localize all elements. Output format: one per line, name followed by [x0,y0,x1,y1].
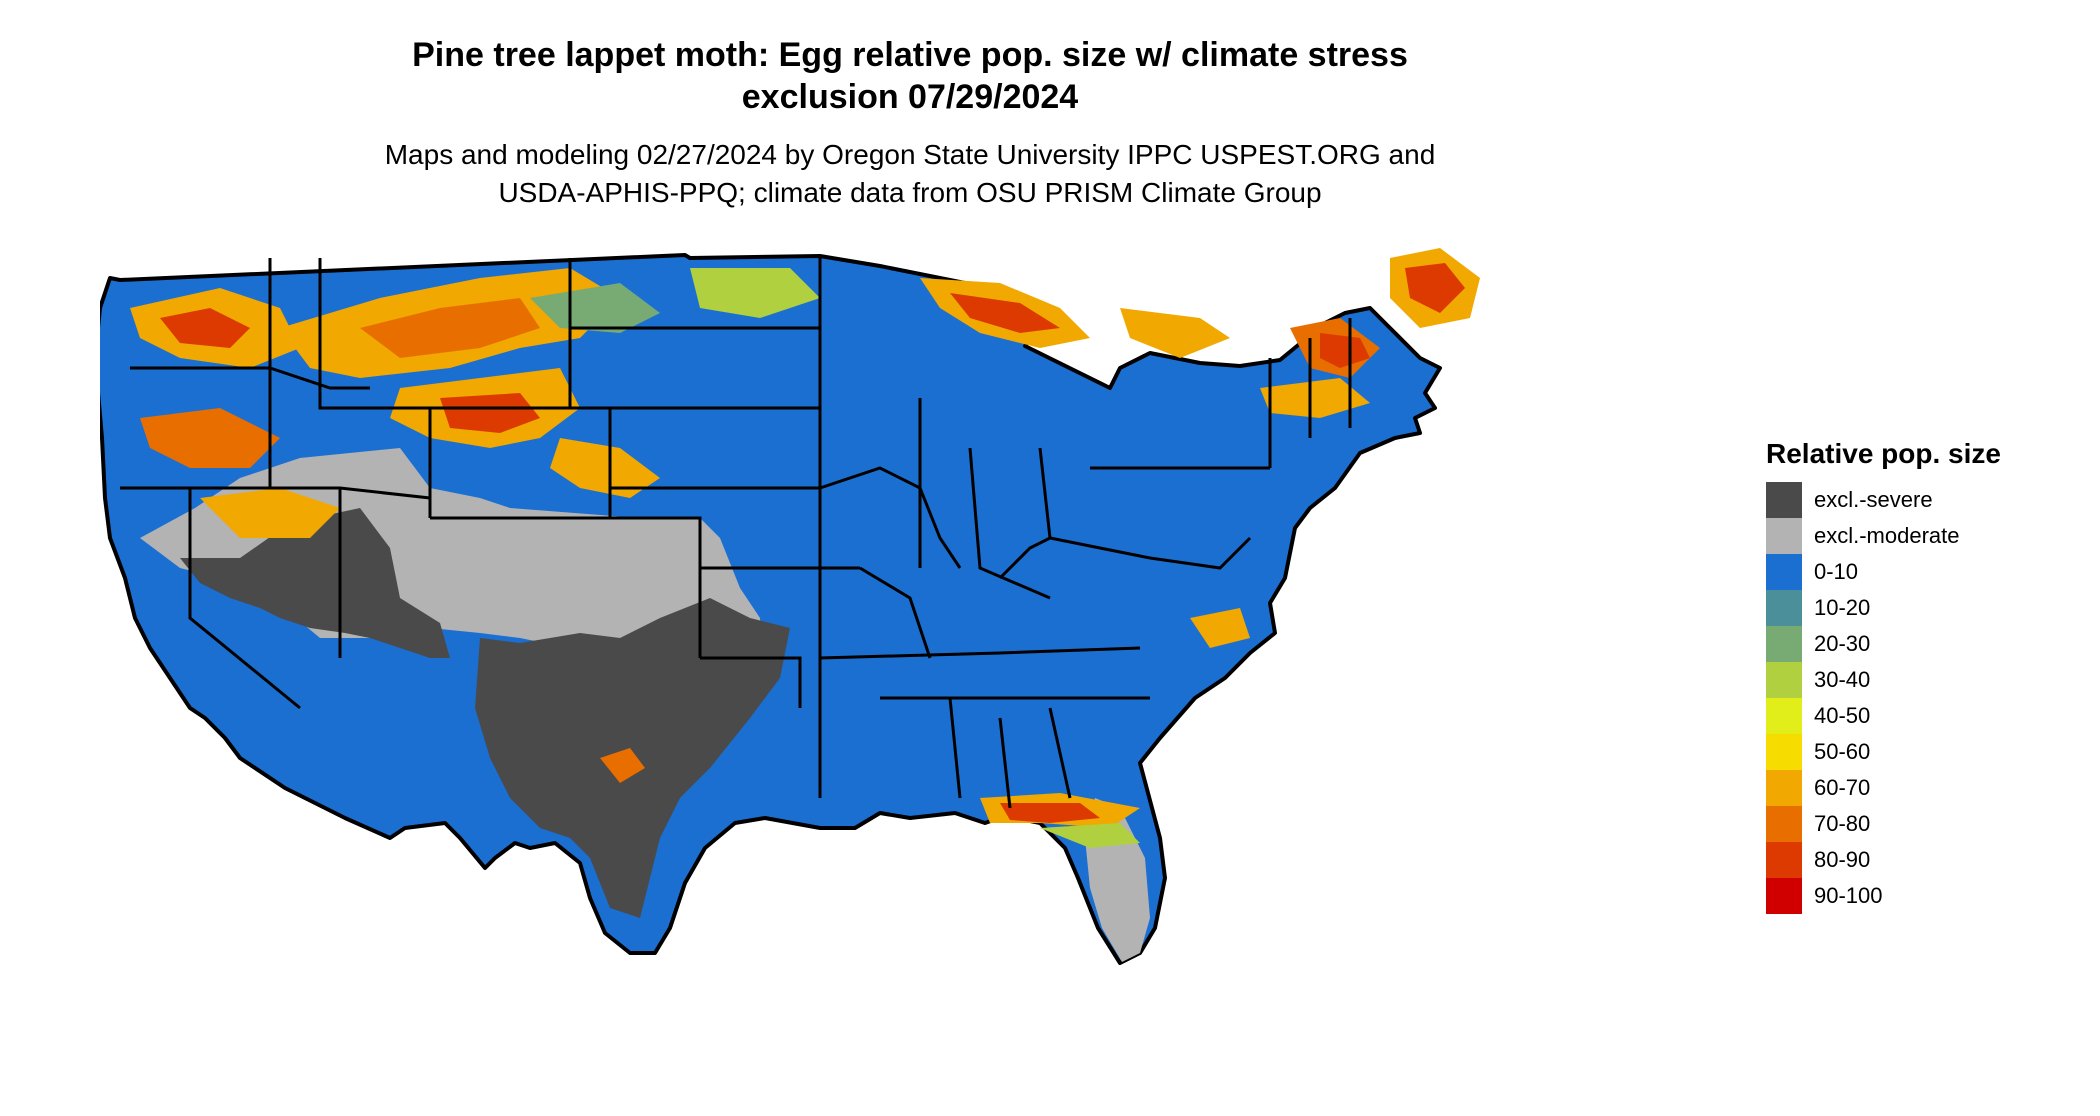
legend-swatch [1766,842,1802,878]
legend-swatch [1766,806,1802,842]
legend-label: excl.-severe [1814,487,1933,512]
legend-item: excl.-severe [1766,482,2001,518]
legend-item: 10-20 [1766,590,2001,626]
legend-label: 90-100 [1814,883,1883,908]
legend-label: 50-60 [1814,739,1871,764]
legend-item: 20-30 [1766,626,2001,662]
legend-swatch [1766,590,1802,626]
legend-swatch [1766,482,1802,518]
legend-label: 30-40 [1814,667,1871,692]
legend-item: 70-80 [1766,806,2001,842]
legend-item: 80-90 [1766,842,2001,878]
legend-label: 40-50 [1814,703,1871,728]
legend-label: 20-30 [1814,631,1871,656]
legend-swatch [1766,518,1802,554]
legend-title: Relative pop. size [1766,438,2001,469]
legend-items: excl.-severe excl.-moderate 0-10 10-20 20-30… [1766,482,2001,914]
legend: Relative pop. size excl.-severe excl.-mod… [1766,438,2001,914]
map-title: Pine tree lappet moth: Egg relative pop.… [0,34,1820,118]
legend-item: 40-50 [1766,698,2001,734]
legend-item: 50-60 [1766,734,2001,770]
title-line-2: exclusion 07/29/2024 [741,78,1079,116]
us-map [100,248,1480,965]
excl-severe-southwest [180,508,450,658]
title-line-1: Pine tree lappet moth: Egg relative pop.… [412,36,1408,74]
subtitle-line-1: Maps and modeling 02/27/2024 by Oregon S… [384,139,1436,170]
legend-label: 80-90 [1814,847,1871,872]
legend-swatch [1766,698,1802,734]
legend-item: 60-70 [1766,770,2001,806]
subtitle-line-2: USDA-APHIS-PPQ; climate data from OSU PR… [498,177,1322,208]
legend-swatch [1766,734,1802,770]
legend-label: 0-10 [1814,559,1859,584]
legend-item: 90-100 [1766,878,2001,914]
legend-swatch [1766,554,1802,590]
legend-item: 30-40 [1766,662,2001,698]
hotspots [130,248,1480,848]
legend-swatch [1766,878,1802,914]
state-borders [120,258,1352,809]
legend-label: 60-70 [1814,775,1871,800]
legend-label: 10-20 [1814,595,1871,620]
legend-swatch [1766,626,1802,662]
legend-swatch [1766,662,1802,698]
legend-item: 0-10 [1766,554,2001,590]
legend-label: 70-80 [1814,811,1871,836]
map-subtitle: Maps and modeling 02/27/2024 by Oregon S… [0,136,1820,212]
legend-item: excl.-moderate [1766,518,2001,554]
legend-label: excl.-moderate [1814,523,1960,548]
legend-swatch [1766,770,1802,806]
